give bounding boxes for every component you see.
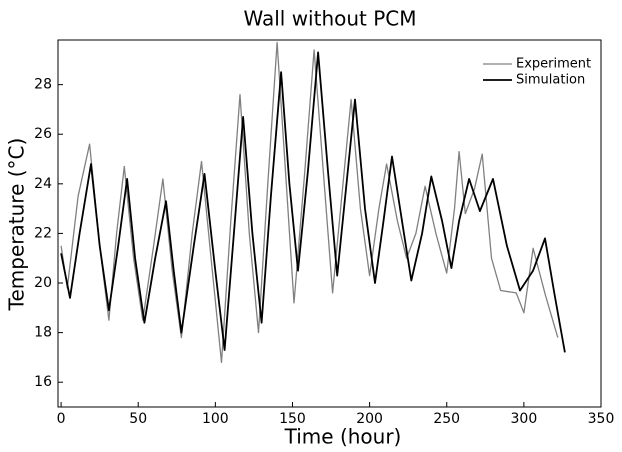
x-tick-label: 50: [129, 411, 147, 427]
x-tick-label: 200: [356, 411, 383, 427]
y-tick-label: 18: [34, 325, 52, 341]
series-line: [60, 51, 566, 353]
plot-frame: [57, 39, 602, 408]
x-axis-label: Time (hour): [284, 425, 402, 449]
y-tick-label: 24: [34, 176, 52, 192]
y-tick-label: 22: [34, 225, 52, 241]
legend-label: Simulation: [516, 73, 585, 88]
series-line: [60, 41, 559, 364]
x-tick-label: 250: [433, 411, 460, 427]
x-tick-label: 0: [57, 411, 66, 427]
x-tick-label: 150: [279, 411, 306, 427]
x-tick-label: 300: [511, 411, 538, 427]
x-tick-label: 100: [202, 411, 229, 427]
y-axis-label: Temperature (°C): [5, 138, 29, 312]
y-tick-label: 16: [34, 374, 52, 390]
y-tick-label: 20: [34, 275, 52, 291]
y-tick-label: 26: [34, 126, 52, 142]
y-tick-label: 28: [34, 77, 52, 93]
chart-title: Wall without PCM: [243, 7, 416, 31]
x-tick-label: 350: [588, 411, 615, 427]
legend-label: Experiment: [516, 57, 591, 72]
